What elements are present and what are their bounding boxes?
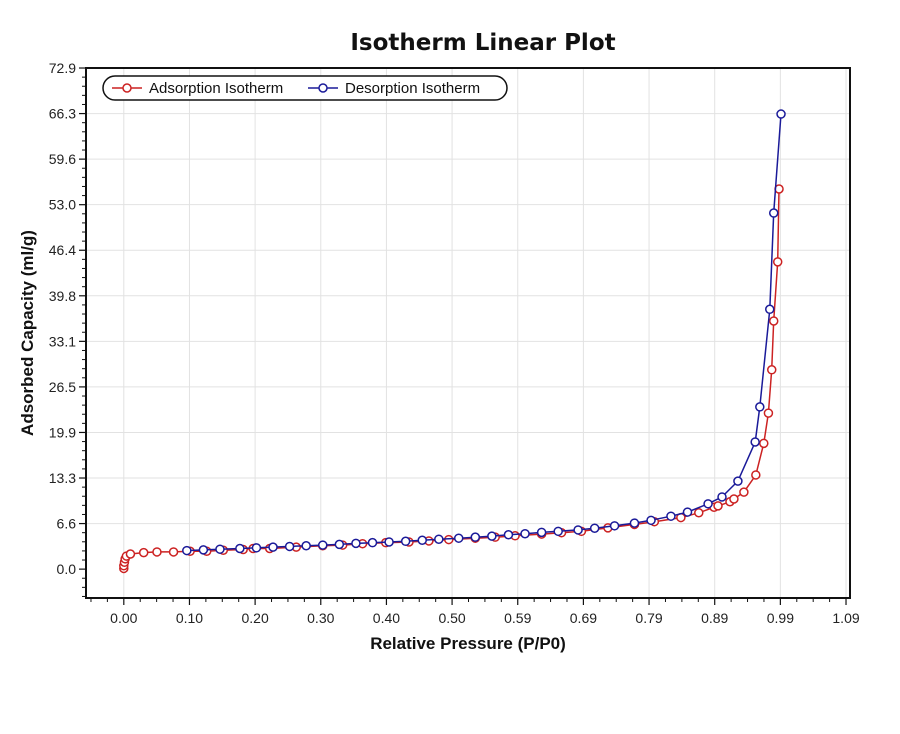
desorption-point [367, 537, 378, 548]
adsorption-point [729, 494, 739, 504]
y-tick-label: 46.4 [49, 242, 76, 258]
legend: Adsorption Isotherm Desorption Isotherm [102, 75, 508, 101]
x-tick-label: 1.09 [832, 610, 859, 626]
desorption-point [400, 536, 411, 547]
desorption-point [755, 402, 765, 412]
desorption-point [318, 540, 328, 550]
desorption-point [750, 437, 760, 447]
x-tick-label: 0.40 [373, 610, 400, 626]
desorption-point [417, 535, 427, 546]
x-tick-label: 0.79 [635, 610, 662, 626]
desorption-point [215, 544, 225, 554]
x-tick-label: 0.99 [767, 610, 794, 626]
y-tick-label: 19.9 [49, 424, 76, 440]
y-tick-label: 26.5 [49, 379, 76, 395]
y-axis-label: Adsorbed Capacity (ml/g) [18, 230, 37, 436]
x-tick-label: 0.89 [701, 610, 728, 626]
desorption-point [301, 541, 311, 551]
y-tick-label: 72.9 [49, 60, 76, 76]
y-tick-label: 6.6 [57, 516, 77, 532]
adsorption-point [125, 549, 136, 559]
desorption-point [646, 515, 656, 526]
desorption-point [334, 539, 345, 550]
adsorption-point [763, 408, 774, 418]
desorption-point [235, 543, 245, 554]
y-tick-label: 66.3 [49, 106, 76, 122]
series-group [119, 109, 786, 574]
x-tick-label: 0.20 [241, 610, 268, 626]
desorption-point [351, 538, 361, 549]
x-tick-label: 0.59 [504, 610, 531, 626]
adsorption-point [772, 257, 783, 267]
desorption-point [198, 545, 209, 555]
desorption-point [434, 534, 444, 544]
y-tick-label: 13.3 [49, 470, 76, 486]
adsorption-point [713, 501, 723, 511]
desorption-point [536, 527, 547, 538]
y-tick-label: 39.8 [49, 288, 76, 304]
legend-adsorption-label: Adsorption Isotherm [149, 80, 283, 97]
series-line-desorption [186, 114, 782, 552]
x-axis-label: Relative Pressure (P/P0) [370, 634, 566, 653]
desorption-point [703, 499, 713, 509]
desorption-point [717, 492, 727, 502]
y-tick-label: 33.1 [49, 333, 76, 349]
chart-title: Isotherm Linear Plot [350, 30, 615, 56]
legend-desorption-label: Desorption Isotherm [345, 80, 480, 97]
desorption-point [251, 543, 262, 553]
adsorption-point [138, 547, 149, 558]
desorption-point [768, 208, 779, 218]
series-line-adsorption [123, 188, 780, 569]
x-tick-label: 0.00 [110, 610, 137, 626]
legend-desorption-marker [318, 83, 328, 93]
adsorption-point [152, 547, 162, 557]
x-tick-label: 0.30 [307, 610, 334, 626]
adsorption-point [739, 487, 749, 497]
y-tick-label: 59.6 [49, 151, 76, 167]
desorption-point [629, 518, 640, 528]
adsorption-point [168, 547, 179, 557]
adsorption-point [751, 470, 761, 480]
legend-adsorption-marker [122, 83, 132, 93]
y-tick-label: 53.0 [49, 197, 76, 213]
desorption-point [520, 528, 530, 539]
desorption-point [284, 541, 295, 552]
desorption-point [589, 523, 600, 533]
desorption-point [487, 531, 497, 541]
desorption-point [268, 542, 278, 552]
x-tick-label: 0.10 [176, 610, 203, 626]
x-tick-label: 0.50 [438, 610, 465, 626]
desorption-point [776, 109, 786, 119]
desorption-point [503, 530, 514, 540]
axes: 0.00 0.10 0.20 0.30 0.40 0.50 0.59 0.69 0.79 0.89… [49, 60, 860, 626]
legend-box [102, 75, 508, 101]
adsorption-point [759, 438, 769, 449]
y-tick-label: 0.0 [57, 561, 77, 577]
desorption-point [733, 476, 743, 486]
plot-frame [85, 67, 851, 599]
x-tick-label: 0.69 [570, 610, 597, 626]
desorption-point [384, 537, 394, 547]
grid [86, 68, 850, 598]
desorption-point [573, 525, 583, 535]
desorption-point [553, 526, 563, 537]
adsorption-point [694, 508, 704, 518]
desorption-point [682, 507, 693, 517]
adsorption-point [766, 365, 777, 375]
adsorption-point [768, 316, 779, 326]
desorption-point [609, 521, 620, 531]
desorption-point [453, 533, 464, 543]
desorption-point [765, 304, 775, 315]
desorption-point [182, 545, 192, 556]
desorption-point [666, 511, 676, 521]
desorption-point [470, 532, 481, 542]
